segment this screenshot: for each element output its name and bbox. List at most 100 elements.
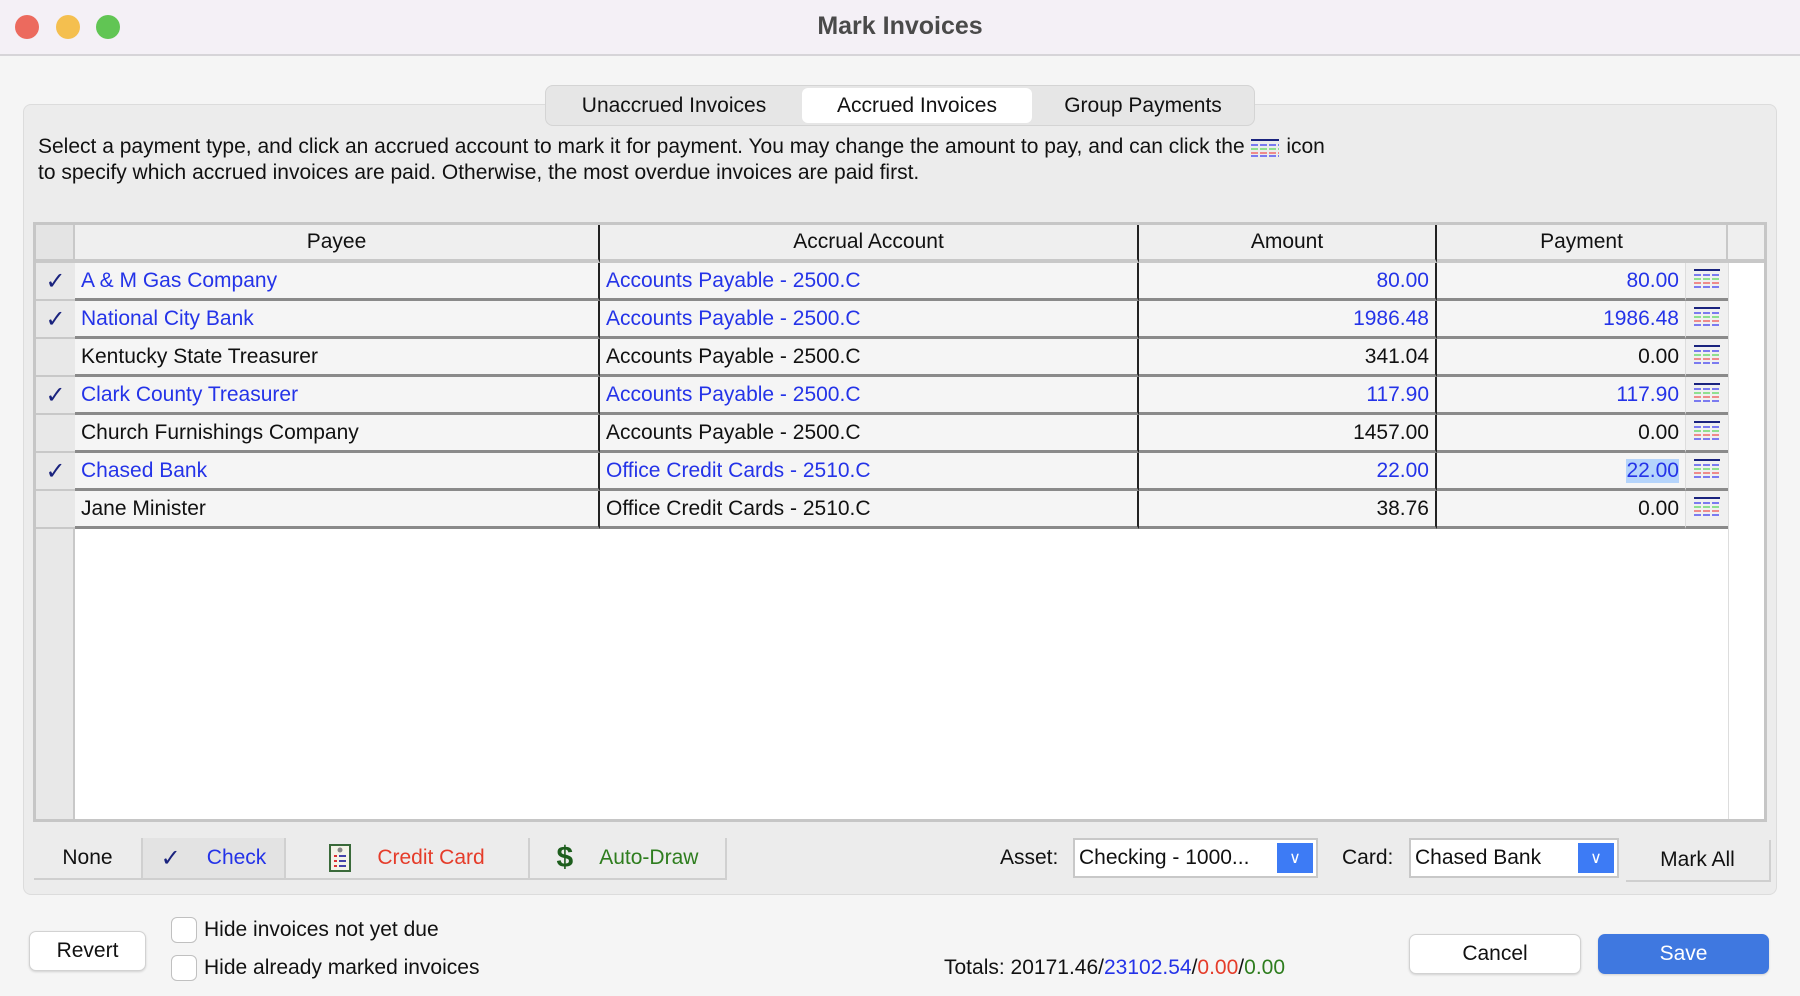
payment-input[interactable]: 0.00 (1638, 344, 1679, 368)
cancel-button[interactable]: Cancel (1409, 934, 1581, 974)
payment-input[interactable]: 80.00 (1626, 268, 1679, 292)
column-header-payee[interactable]: Payee (75, 225, 600, 263)
instructions-line1: Select a payment type, and click an accr… (38, 135, 1245, 158)
invoice-list-icon (1693, 458, 1721, 484)
check-label: Check (206, 846, 267, 869)
payment-cell[interactable]: 0.00 (1437, 491, 1685, 529)
payment-cell[interactable]: 0.00 (1437, 339, 1685, 377)
instructions-line2: to specify which accrued invoices are pa… (38, 161, 920, 184)
asset-value: Checking - 1000... (1079, 846, 1250, 869)
payment-type-credit-card[interactable]: Credit Card (286, 838, 530, 880)
payee-cell[interactable]: Chased Bank (75, 453, 600, 491)
payee-cell[interactable]: Jane Minister (75, 491, 600, 529)
tab-unaccrued-invoices[interactable]: Unaccrued Invoices (581, 93, 767, 117)
hide-not-due-label[interactable]: Hide invoices not yet due (204, 918, 439, 941)
accrued-invoices-table: Payee Accrual Account Amount Payment ✓ A … (33, 222, 1767, 822)
mark-cell[interactable]: ✓ (36, 377, 75, 415)
asset-select[interactable]: Checking - 1000... ∨ (1073, 838, 1318, 878)
invoice-list-button[interactable] (1685, 491, 1728, 529)
table-row[interactable]: ✓ A & M Gas Company Accounts Payable - 250… (36, 263, 1728, 301)
account-cell[interactable]: Accounts Payable - 2500.C (600, 301, 1139, 339)
payment-type-none[interactable]: None (34, 838, 143, 880)
zoom-button[interactable] (96, 15, 120, 39)
invoice-list-icon (1693, 306, 1721, 332)
mark-cell[interactable] (36, 339, 75, 377)
totals: Totals: 20171.46/23102.54/0.00/0.00 (944, 956, 1286, 979)
invoice-list-icon (1693, 496, 1721, 522)
tab-group-payments[interactable]: Group Payments (1064, 93, 1222, 117)
invoice-list-button[interactable] (1685, 377, 1728, 415)
payee-cell[interactable]: National City Bank (75, 301, 600, 339)
asset-label: Asset: (1000, 846, 1059, 869)
table-row[interactable]: Jane Minister Office Credit Cards - 2510.… (36, 491, 1728, 529)
auto-draw-label: Auto-Draw (599, 846, 699, 869)
credit-card-icon (329, 844, 352, 872)
account-cell[interactable]: Accounts Payable - 2500.C (600, 263, 1139, 301)
amount-cell: 38.76 (1139, 491, 1437, 529)
save-button[interactable]: Save (1598, 934, 1769, 974)
payee-cell[interactable]: Kentucky State Treasurer (75, 339, 600, 377)
payment-type-auto-draw[interactable]: $ Auto-Draw (530, 838, 727, 880)
amount-cell: 117.90 (1139, 377, 1437, 415)
invoice-list-button[interactable] (1685, 339, 1728, 377)
column-header-amount[interactable]: Amount (1139, 225, 1437, 263)
invoice-list-button[interactable] (1685, 453, 1728, 491)
payment-type-check[interactable]: ✓ Check (143, 838, 286, 880)
payment-input[interactable]: 0.00 (1638, 496, 1679, 520)
minimize-button[interactable] (56, 15, 80, 39)
payment-input[interactable]: 22.00 (1626, 458, 1679, 483)
chevron-down-icon: ∨ (1578, 843, 1614, 873)
column-header-payment[interactable]: Payment (1437, 225, 1728, 263)
account-cell[interactable]: Office Credit Cards - 2510.C (600, 491, 1139, 529)
table-row[interactable]: ✓ Chased Bank Office Credit Cards - 2510.C… (36, 453, 1728, 491)
account-cell[interactable]: Accounts Payable - 2500.C (600, 415, 1139, 453)
payment-cell[interactable]: 22.00 (1437, 453, 1685, 491)
payee-cell[interactable]: Church Furnishings Company (75, 415, 600, 453)
card-select[interactable]: Chased Bank ∨ (1409, 838, 1619, 878)
table-row[interactable]: Church Furnishings Company Accounts Payab… (36, 415, 1728, 453)
mark-cell[interactable]: ✓ (36, 453, 75, 491)
invoice-list-button[interactable] (1685, 263, 1728, 301)
revert-button[interactable]: Revert (29, 931, 146, 971)
payment-cell[interactable]: 117.90 (1437, 377, 1685, 415)
totals-credit-card: 0.00 (1197, 956, 1239, 979)
hide-marked-label[interactable]: Hide already marked invoices (204, 956, 480, 979)
payment-cell[interactable]: 80.00 (1437, 263, 1685, 301)
payment-cell[interactable]: 0.00 (1437, 415, 1685, 453)
credit-card-label: Credit Card (377, 846, 485, 869)
payment-input[interactable]: 0.00 (1638, 420, 1679, 444)
account-cell[interactable]: Accounts Payable - 2500.C (600, 339, 1139, 377)
payment-cell[interactable]: 1986.48 (1437, 301, 1685, 339)
invoice-list-icon (1693, 382, 1721, 408)
payee-cell[interactable]: Clark County Treasurer (75, 377, 600, 415)
card-label: Card: (1342, 846, 1394, 869)
hide-marked-checkbox[interactable] (171, 955, 197, 981)
mark-all-button[interactable]: Mark All (1626, 840, 1771, 882)
mark-cell[interactable]: ✓ (36, 263, 75, 301)
totals-check: 23102.54 (1103, 956, 1192, 979)
amount-cell: 80.00 (1139, 263, 1437, 301)
close-button[interactable] (15, 15, 39, 39)
vertical-scrollbar[interactable] (1728, 263, 1764, 819)
hide-not-due-checkbox[interactable] (171, 917, 197, 943)
account-cell[interactable]: Office Credit Cards - 2510.C (600, 453, 1139, 491)
table-row[interactable]: Kentucky State Treasurer Accounts Payable… (36, 339, 1728, 377)
invoice-list-icon (1693, 268, 1721, 294)
invoice-list-button[interactable] (1685, 301, 1728, 339)
invoice-list-icon (1693, 344, 1721, 370)
account-cell[interactable]: Accounts Payable - 2500.C (600, 377, 1139, 415)
column-header-accrual-account[interactable]: Accrual Account (600, 225, 1139, 263)
tab-accrued-invoices[interactable]: Accrued Invoices (802, 88, 1032, 123)
mark-cell[interactable] (36, 491, 75, 529)
table-row[interactable]: ✓ Clark County Treasurer Accounts Payable … (36, 377, 1728, 415)
payee-cell[interactable]: A & M Gas Company (75, 263, 600, 301)
payment-input[interactable]: 1986.48 (1603, 306, 1679, 330)
invoice-list-button[interactable] (1685, 415, 1728, 453)
payment-input[interactable]: 117.90 (1616, 382, 1679, 406)
mark-cell[interactable] (36, 415, 75, 453)
invoice-list-icon (1693, 420, 1721, 446)
amount-cell: 22.00 (1139, 453, 1437, 491)
table-row[interactable]: ✓ National City Bank Accounts Payable - 25… (36, 301, 1728, 339)
mark-column-header (36, 225, 75, 263)
mark-cell[interactable]: ✓ (36, 301, 75, 339)
